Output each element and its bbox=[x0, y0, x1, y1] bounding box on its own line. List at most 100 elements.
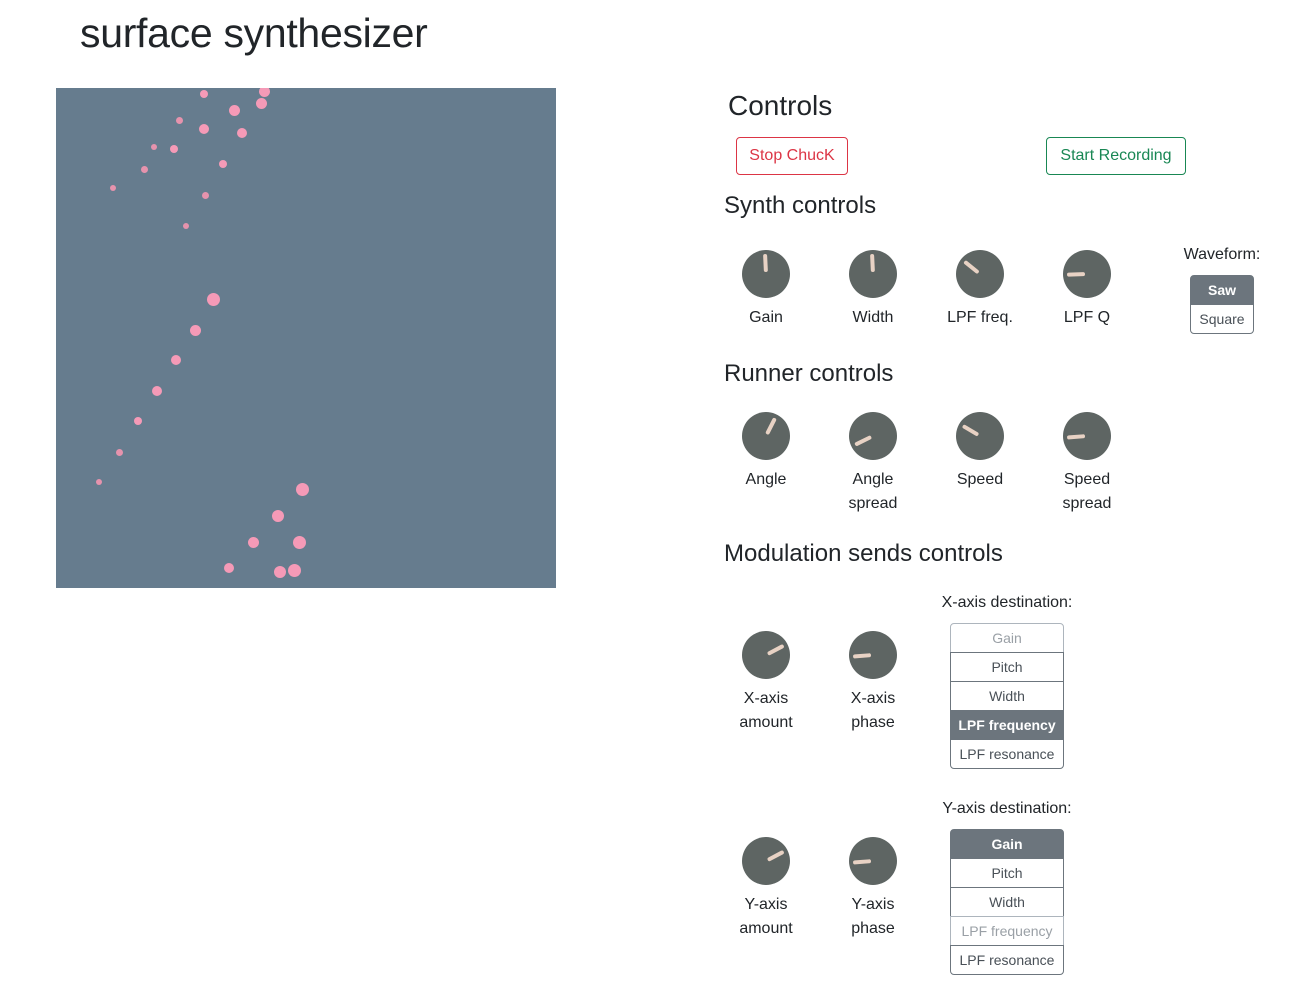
knob-label-line1: X-axis bbox=[743, 690, 789, 707]
knob-label-line2: amount bbox=[739, 920, 793, 937]
particle bbox=[96, 479, 102, 485]
angle-spread-knob-label: Angle spread bbox=[813, 468, 933, 516]
speed-knob-dial[interactable] bbox=[956, 412, 1004, 460]
speed-spread-knob-dial[interactable] bbox=[1063, 412, 1111, 460]
particle bbox=[115, 448, 123, 456]
app-title: surface synthesizer bbox=[80, 10, 428, 56]
y-dest-option-lpf-frequency[interactable]: LPF frequency bbox=[950, 916, 1064, 946]
x-axis-amount-knob-dial[interactable] bbox=[742, 631, 790, 679]
lpf-q-knob[interactable]: LPF Q bbox=[1027, 250, 1147, 330]
speed-spread-knob-label: Speed spread bbox=[1027, 468, 1147, 516]
y-axis-phase-knob-dial[interactable] bbox=[849, 837, 897, 885]
speed-knob[interactable]: Speed bbox=[920, 412, 1040, 492]
lpf-q-knob-label: LPF Q bbox=[1063, 309, 1111, 326]
knob-pointer bbox=[870, 253, 875, 273]
angle-spread-knob[interactable]: Angle spread bbox=[813, 412, 933, 516]
x-axis-destination-label: X-axis destination: bbox=[941, 594, 1073, 611]
lpf-q-knob-dial[interactable] bbox=[1063, 250, 1111, 298]
knob-label-line1: Y-axis bbox=[851, 896, 895, 913]
knob-pointer bbox=[1066, 434, 1086, 440]
particle bbox=[255, 97, 267, 109]
x-dest-option-lpf-frequency[interactable]: LPF frequency bbox=[950, 710, 1064, 740]
gain-knob-dial[interactable] bbox=[742, 250, 790, 298]
knob-pointer bbox=[854, 435, 873, 447]
particle bbox=[140, 165, 148, 173]
y-axis-destination-label: Y-axis destination: bbox=[942, 800, 1072, 817]
knob-pointer bbox=[766, 643, 785, 656]
particle bbox=[171, 355, 181, 365]
knob-label-line1: Speed bbox=[956, 471, 1004, 488]
knob-label-line1: Angle bbox=[852, 471, 894, 488]
particle bbox=[175, 116, 183, 124]
x-dest-option-gain[interactable]: Gain bbox=[950, 623, 1064, 653]
speed-spread-knob[interactable]: Speed spread bbox=[1027, 412, 1147, 516]
start-recording-button[interactable]: Start Recording bbox=[1046, 137, 1186, 175]
width-knob[interactable]: Width bbox=[813, 250, 933, 330]
angle-spread-knob-dial[interactable] bbox=[849, 412, 897, 460]
knob-label-line2: phase bbox=[851, 920, 895, 937]
synth-surface-canvas[interactable] bbox=[56, 88, 556, 588]
lpf-freq-knob[interactable]: LPF freq. bbox=[920, 250, 1040, 330]
lpf-freq-knob-dial[interactable] bbox=[956, 250, 1004, 298]
particle bbox=[183, 223, 189, 229]
particle bbox=[134, 417, 142, 425]
waveform-label: Waveform: bbox=[1183, 246, 1261, 263]
synth-controls-heading: Synth controls bbox=[724, 192, 877, 219]
x-axis-phase-knob[interactable]: X-axis phase bbox=[813, 631, 933, 735]
particle bbox=[237, 128, 247, 138]
angle-knob-dial[interactable] bbox=[742, 412, 790, 460]
knob-label-line2: amount bbox=[739, 714, 793, 731]
knob-label-line2: phase bbox=[851, 714, 895, 731]
x-axis-phase-knob-dial[interactable] bbox=[849, 631, 897, 679]
particle bbox=[247, 536, 259, 548]
y-axis-amount-knob-label: Y-axis amount bbox=[706, 893, 826, 941]
particle bbox=[170, 145, 178, 153]
y-dest-option-gain[interactable]: Gain bbox=[950, 829, 1064, 859]
width-knob-dial[interactable] bbox=[849, 250, 897, 298]
particle bbox=[224, 563, 234, 573]
y-axis-phase-knob[interactable]: Y-axis phase bbox=[813, 837, 933, 941]
x-dest-option-width[interactable]: Width bbox=[950, 681, 1064, 711]
knob-pointer bbox=[765, 417, 777, 436]
particle bbox=[200, 90, 208, 98]
knob-pointer bbox=[961, 424, 980, 437]
particle bbox=[258, 88, 270, 97]
gain-knob-label: Gain bbox=[749, 309, 783, 326]
speed-knob-label: Speed bbox=[920, 468, 1040, 492]
lpf-freq-knob-label: LPF freq. bbox=[947, 309, 1013, 326]
knob-label-line2: spread bbox=[848, 495, 898, 512]
particle bbox=[272, 510, 284, 522]
knob-pointer bbox=[766, 849, 785, 862]
waveform-option-saw[interactable]: Saw bbox=[1190, 275, 1254, 305]
y-dest-option-lpf-resonance[interactable]: LPF resonance bbox=[950, 945, 1064, 975]
particle bbox=[274, 566, 286, 578]
knob-pointer bbox=[852, 859, 872, 865]
particle bbox=[219, 160, 227, 168]
y-axis-amount-knob-dial[interactable] bbox=[742, 837, 790, 885]
waveform-option-square[interactable]: Square bbox=[1190, 304, 1254, 334]
x-axis-amount-knob[interactable]: X-axis amount bbox=[706, 631, 826, 735]
x-dest-option-pitch[interactable]: Pitch bbox=[950, 652, 1064, 682]
y-dest-option-width[interactable]: Width bbox=[950, 887, 1064, 917]
stop-chuck-button[interactable]: Stop ChucK bbox=[736, 137, 848, 175]
knob-label-line1: X-axis bbox=[850, 690, 896, 707]
y-dest-option-pitch[interactable]: Pitch bbox=[950, 858, 1064, 888]
x-axis-destination-selector: Gain Pitch Width LPF frequency LPF reson… bbox=[950, 623, 1064, 769]
angle-knob-label: Angle bbox=[706, 468, 826, 492]
knob-pointer bbox=[852, 653, 872, 659]
knob-label-line1: Angle bbox=[745, 471, 787, 488]
particle bbox=[206, 292, 220, 306]
knob-pointer bbox=[963, 259, 980, 275]
x-axis-phase-knob-label: X-axis phase bbox=[813, 687, 933, 735]
gain-knob[interactable]: Gain bbox=[706, 250, 826, 330]
knob-pointer bbox=[763, 253, 768, 273]
runner-controls-heading: Runner controls bbox=[724, 360, 894, 387]
particle bbox=[151, 144, 157, 150]
particle bbox=[228, 104, 240, 116]
y-axis-destination-selector: Gain Pitch Width LPF frequency LPF reson… bbox=[950, 829, 1064, 975]
particle bbox=[292, 535, 306, 549]
x-dest-option-lpf-resonance[interactable]: LPF resonance bbox=[950, 739, 1064, 769]
angle-knob[interactable]: Angle bbox=[706, 412, 826, 492]
x-axis-amount-knob-label: X-axis amount bbox=[706, 687, 826, 735]
y-axis-amount-knob[interactable]: Y-axis amount bbox=[706, 837, 826, 941]
